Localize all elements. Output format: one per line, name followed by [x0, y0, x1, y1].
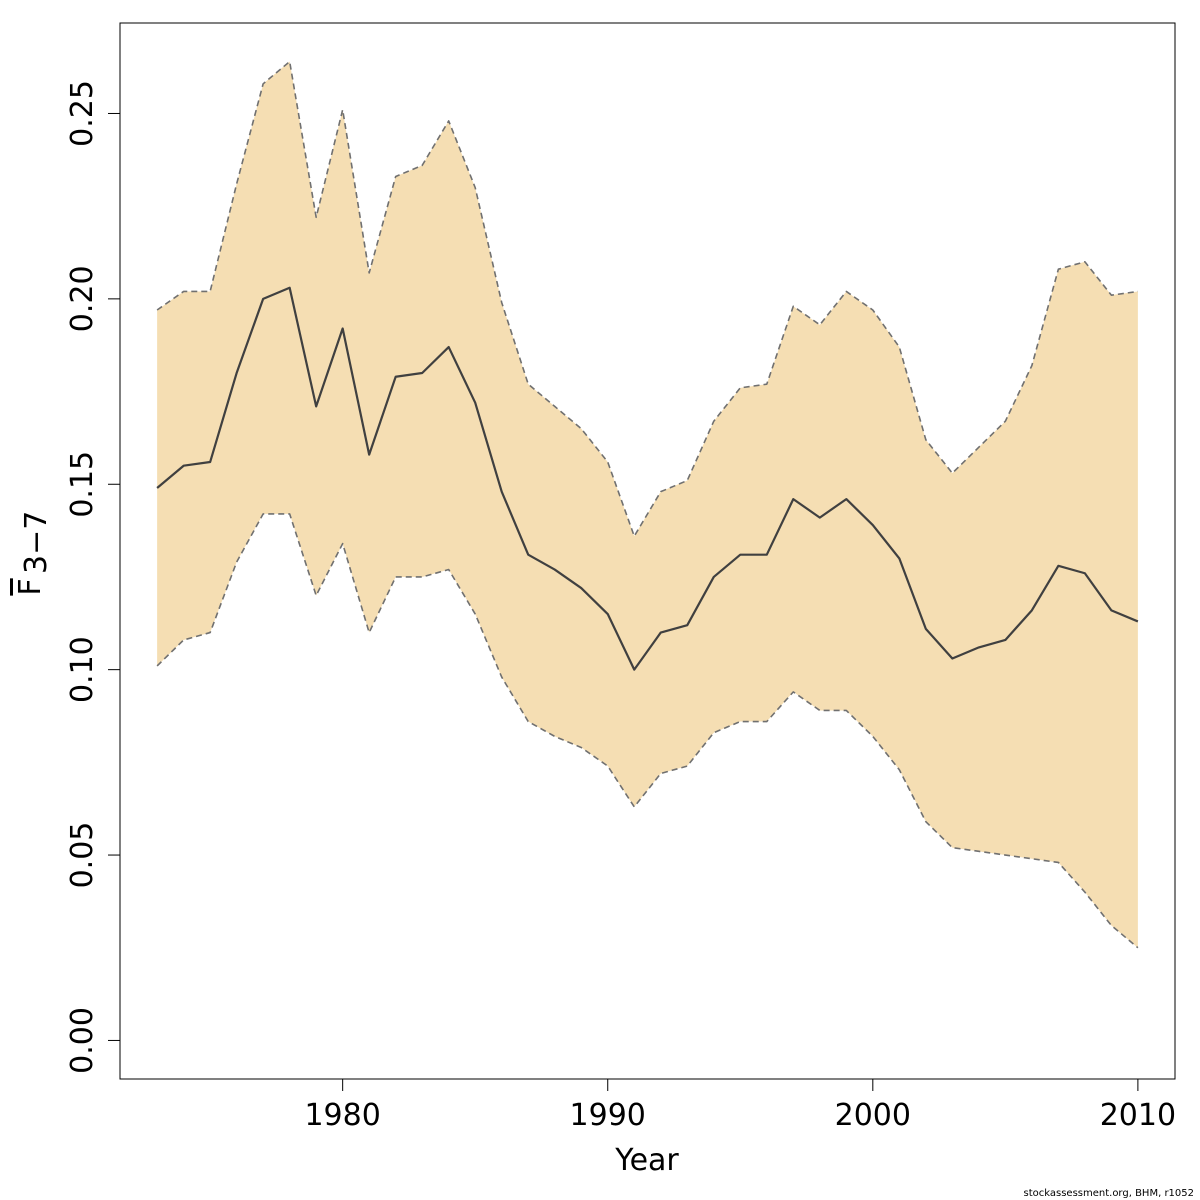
plot-area: [156, 60, 1139, 949]
y-tick-label: 0.25: [65, 80, 100, 147]
y-tick-label: 0.05: [65, 822, 100, 889]
x-axis-title: Year: [614, 1143, 679, 1178]
y-axis-title: F 3−7: [13, 511, 54, 596]
y-tick-label: 0.00: [65, 1007, 100, 1074]
y-axis-title-subscript: 3−7: [19, 511, 54, 574]
x-tick-label: 1990: [570, 1098, 646, 1133]
x-tick-label: 2000: [835, 1098, 911, 1133]
confidence-band: [157, 61, 1138, 948]
x-tick-label: 2010: [1100, 1098, 1176, 1133]
upper-bound-line: [156, 60, 1139, 537]
lower-bound-line: [156, 513, 1139, 949]
estimate-line: [156, 286, 1139, 671]
axes: 1980 1990 2000 2010 0.00 0.05 0.10 0.15 0.20 0.25: [65, 80, 1176, 1133]
y-tick-label: 0.15: [65, 451, 100, 518]
y-tick-label: 0.10: [65, 636, 100, 703]
x-tick-label: 1980: [304, 1098, 380, 1133]
y-tick-label: 0.20: [65, 265, 100, 332]
credit-text: stockassessment.org, BHM, r1052: [1024, 1188, 1195, 1199]
y-axis-title-main: F: [13, 578, 48, 595]
plot-frame: [119, 22, 1176, 1080]
